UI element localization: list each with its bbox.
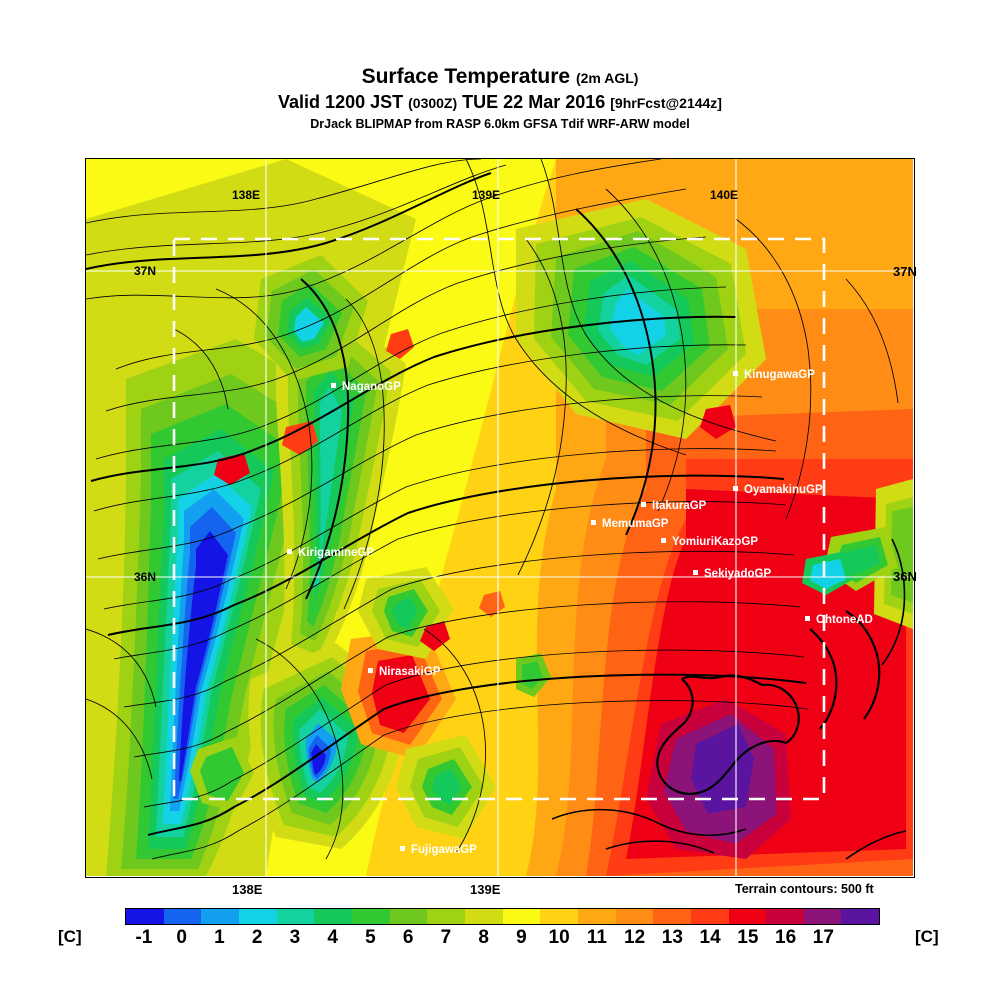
- station-marker[interactable]: NirasakiGP: [368, 666, 441, 678]
- station-label: NaganoGP: [342, 381, 401, 393]
- station-label: YomiuriKazoGP: [672, 536, 758, 548]
- colorbar-segment: [803, 909, 842, 924]
- colorbar-segment: [615, 909, 654, 924]
- colorbar-tick-label: 12: [624, 927, 646, 948]
- station-label: OyamakinuGP: [744, 484, 823, 496]
- station-dot-icon: [733, 486, 738, 491]
- station-dot-icon: [400, 846, 405, 851]
- valid-line: Valid 1200 JST (0300Z) TUE 22 Mar 2016 […: [0, 91, 1000, 115]
- colorbar-tick-label: 2: [251, 927, 263, 948]
- station-label: MemumaGP: [602, 518, 669, 530]
- colorbar-tick-label: 10: [548, 927, 570, 948]
- station-marker[interactable]: SekiyadoGP: [693, 568, 771, 580]
- grid-label-36N-left: 36N: [134, 570, 156, 584]
- colorbar-segment: [464, 909, 503, 924]
- station-marker[interactable]: NaganoGP: [331, 381, 401, 393]
- colorbar-segment: [502, 909, 541, 924]
- station-label: ItakuraGP: [652, 500, 707, 512]
- station-dot-icon: [331, 383, 336, 388]
- colorbar-segment: [201, 909, 239, 924]
- colorbar-unit-right: [C]: [915, 927, 939, 946]
- axis-label-138E-bottom: 138E: [232, 882, 263, 897]
- grid-label-139E-top: 139E: [472, 188, 500, 202]
- map-canvas: 138E 139E 140E 37N 36N NaganoGP KinugawaG…: [86, 159, 913, 876]
- colorbar-tick-label: 13: [661, 927, 683, 948]
- grid-label-140E-top: 140E: [710, 188, 738, 202]
- colorbar-tick-label: 16: [775, 927, 797, 948]
- colorbar-tick-label: 4: [327, 927, 338, 948]
- station-dot-icon: [805, 616, 810, 621]
- axis-label-36N-right: 36N: [893, 569, 917, 584]
- station-marker[interactable]: YomiuriKazoGP: [661, 536, 758, 548]
- colorbar-segment: [427, 909, 465, 924]
- colorbar-segment: [577, 909, 616, 924]
- station-label: KirigamineGP: [298, 547, 374, 559]
- page-title: Surface Temperature (2m AGL): [0, 64, 1000, 91]
- station-layer: NaganoGP KinugawaGP OyamakinuGP ItakuraGP Me…: [287, 369, 873, 856]
- colorbar-tick-label: 7: [440, 927, 452, 948]
- colorbar-tick-label: 15: [737, 927, 759, 948]
- valid-z: (0300Z): [408, 95, 458, 111]
- forecast-tag: [9hrFcst@2144z]: [610, 95, 722, 111]
- station-dot-icon: [733, 371, 738, 376]
- station-marker[interactable]: KinugawaGP: [733, 369, 815, 381]
- colorbar-segment: [238, 909, 277, 924]
- station-label: FujigawaGP: [411, 844, 477, 856]
- colorbar-tick-label: 5: [365, 927, 376, 948]
- valid-prefix: Valid 1200 JST: [278, 92, 404, 112]
- colorbar-segment: [728, 909, 767, 924]
- station-marker[interactable]: ItakuraGP: [641, 500, 707, 512]
- colorbar-tick-label: 8: [478, 927, 489, 948]
- title-block: Surface Temperature (2m AGL) Valid 1200 …: [0, 64, 1000, 133]
- colorbar-tick-label: 9: [516, 927, 527, 948]
- colorbar-tick-label: 17: [812, 927, 834, 948]
- colorbar-segment: [653, 909, 691, 924]
- colorbar-segment: [276, 909, 315, 924]
- model-source: DrJack BLIPMAP from RASP 6.0km GFSA Tdif…: [310, 117, 690, 131]
- station-label: SekiyadoGP: [704, 568, 771, 580]
- colorbar-tick-label: 1: [214, 927, 225, 948]
- station-dot-icon: [641, 502, 646, 507]
- colorbar-segment: [163, 909, 202, 924]
- colorbar-segment: [766, 909, 804, 924]
- temperature-map[interactable]: 138E 139E 140E 37N 36N NaganoGP KinugawaG…: [85, 158, 915, 878]
- colorbar-strip: [125, 908, 880, 925]
- station-dot-icon: [368, 668, 373, 673]
- grid-label-37N-left: 37N: [134, 264, 156, 278]
- station-marker[interactable]: OhtoneAD: [805, 614, 873, 626]
- grid-label-138E-top: 138E: [232, 188, 260, 202]
- colorbar-segment: [126, 909, 164, 924]
- station-dot-icon: [591, 520, 596, 525]
- colorbar[interactable]: [C] [C] -1 0 1 2 3 4 5 6 7 8 9 10 11 12 13 14 15 16 17: [0, 905, 1000, 955]
- station-label: KinugawaGP: [744, 369, 815, 381]
- terrain-contour-note: Terrain contours: 500 ft: [735, 882, 874, 896]
- station-marker[interactable]: OyamakinuGP: [733, 484, 823, 496]
- colorbar-segment: [351, 909, 390, 924]
- station-label: NirasakiGP: [379, 666, 441, 678]
- axis-label-37N-right: 37N: [893, 264, 917, 279]
- colorbar-tick-label: 3: [289, 927, 301, 948]
- colorbar-tick-label: 14: [699, 927, 721, 948]
- station-marker[interactable]: MemumaGP: [591, 518, 669, 530]
- colorbar-tick-label: 6: [402, 927, 414, 948]
- colorbar-segment: [389, 909, 428, 924]
- colorbar-unit-left: [C]: [58, 927, 82, 946]
- colorbar-tick-label: 11: [586, 927, 607, 948]
- station-marker[interactable]: KirigamineGP: [287, 547, 374, 559]
- station-dot-icon: [693, 570, 698, 575]
- valid-date: TUE 22 Mar 2016: [462, 92, 606, 112]
- colorbar-segment: [540, 909, 578, 924]
- colorbar-segment: [314, 909, 352, 924]
- station-marker[interactable]: FujigawaGP: [400, 844, 477, 856]
- axis-label-139E-bottom: 139E: [470, 882, 501, 897]
- colorbar-segment: [841, 909, 880, 924]
- station-label: OhtoneAD: [816, 614, 873, 626]
- title-main: Surface Temperature: [361, 65, 571, 88]
- station-dot-icon: [661, 538, 666, 543]
- title-main-sub: (2m AGL): [575, 70, 639, 86]
- colorbar-tick-label: -1: [135, 927, 153, 948]
- station-dot-icon: [287, 549, 292, 554]
- colorbar-segment: [690, 909, 729, 924]
- colorbar-tick-label: 0: [176, 927, 187, 948]
